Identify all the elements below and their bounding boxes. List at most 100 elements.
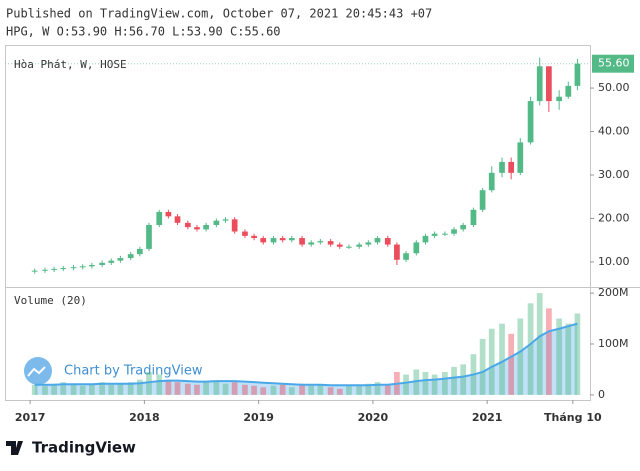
- brand: TradingView: [6, 439, 136, 457]
- symbol-label: Hòa Phát, W, HOSE: [14, 58, 127, 71]
- last-price-box: [592, 54, 634, 73]
- volume-bar: [556, 318, 563, 395]
- candle-body: [279, 238, 286, 241]
- x-tick-label: 2021: [472, 411, 503, 424]
- volume-bar: [165, 379, 172, 395]
- x-tick-label: 2018: [129, 411, 160, 424]
- volume-bar: [117, 383, 124, 395]
- volume-bar: [422, 372, 429, 395]
- candle-body: [174, 216, 181, 223]
- candle-body: [565, 85, 572, 97]
- candle-body: [194, 227, 200, 230]
- volume-bar: [384, 384, 391, 395]
- watermark: Chart by TradingView: [24, 357, 203, 385]
- candle-body: [117, 258, 124, 261]
- x-tick-label: Tháng 10: [544, 411, 602, 424]
- volume-bar: [222, 383, 229, 395]
- candle-body: [288, 238, 295, 241]
- candle-body: [108, 260, 115, 263]
- volume-bar: [374, 382, 381, 395]
- candle-body: [251, 235, 257, 239]
- volume-bar: [479, 338, 486, 395]
- candle-body: [346, 246, 352, 248]
- published-line: Published on TradingView.com, October 07…: [6, 7, 432, 21]
- volume-bar: [203, 382, 209, 395]
- volume-bar: [184, 383, 191, 395]
- volume-bar: [574, 313, 581, 395]
- plot-frame: [5, 45, 591, 401]
- volume-bar: [546, 308, 552, 395]
- candle-body: [422, 235, 429, 243]
- y2-tick-label: 0: [598, 388, 605, 401]
- volume-bar: [213, 380, 220, 395]
- y2-tick-label: 100M: [598, 337, 629, 350]
- candle-body: [374, 238, 381, 243]
- volume-bar: [499, 323, 505, 395]
- candle-body: [88, 265, 95, 267]
- x-tick-label: 2019: [243, 411, 274, 424]
- candle-body: [317, 241, 324, 243]
- volume-bar: [317, 384, 324, 395]
- volume-bar: [365, 383, 372, 395]
- candle-body: [527, 101, 534, 143]
- candle-body: [336, 244, 343, 247]
- volume-bar: [146, 372, 152, 395]
- y-tick-label: 10.00: [598, 255, 630, 268]
- candle-body: [460, 225, 467, 230]
- watermark-icon-line: [27, 366, 46, 377]
- volume-bar: [242, 384, 248, 395]
- volume-bar: [536, 293, 543, 395]
- volume-ma-area: [34, 323, 578, 395]
- candle-body: [365, 242, 372, 245]
- last-price-label: 55.60: [598, 57, 630, 70]
- volume-bar: [488, 328, 495, 395]
- candle-body: [546, 66, 552, 102]
- volume-bar: [527, 303, 534, 395]
- candle-body: [203, 225, 209, 230]
- watermark-text: Chart by TradingView: [64, 364, 203, 379]
- candle-body: [327, 241, 334, 245]
- volume-bar: [356, 384, 363, 395]
- candle-body: [136, 248, 143, 255]
- volume-bar: [336, 388, 343, 395]
- candle-body: [146, 225, 152, 249]
- volume-bar: [174, 382, 181, 395]
- volume-bar: [508, 333, 515, 395]
- candle-body: [31, 270, 38, 272]
- volume-bar: [51, 383, 57, 395]
- candle-body: [127, 254, 134, 259]
- y-tick-label: 50.00: [598, 81, 630, 94]
- candle-body: [574, 63, 581, 86]
- candle-body: [394, 244, 400, 260]
- candle-body: [413, 242, 420, 254]
- candle-body: [470, 209, 477, 225]
- brand-logo: [6, 441, 23, 455]
- candle-body: [70, 267, 77, 269]
- y-tick-label: 20.00: [598, 211, 630, 224]
- volume-bar: [431, 374, 438, 395]
- candle-body: [231, 219, 238, 232]
- volume-bar: [70, 384, 77, 395]
- candle-body: [184, 222, 191, 228]
- y2-tick-label: 200M: [598, 286, 629, 299]
- volume-bar: [42, 385, 48, 395]
- candle-body: [384, 238, 391, 245]
- volume-bar: [565, 323, 572, 395]
- volume-bar: [279, 384, 286, 395]
- volume-bar: [288, 387, 295, 395]
- volume-bar: [299, 383, 305, 395]
- candle-body: [536, 66, 543, 102]
- candle-body: [260, 238, 267, 243]
- candle-body: [431, 233, 438, 236]
- volume-bar: [79, 385, 86, 395]
- x-tick-label: 2017: [15, 411, 46, 424]
- volume-bar: [517, 318, 524, 395]
- candle-body: [242, 231, 248, 236]
- volume-bar: [403, 374, 409, 395]
- candle-body: [356, 244, 363, 247]
- volume-bar: [127, 382, 134, 395]
- volume-bar: [251, 385, 257, 395]
- brand-text: TradingView: [32, 439, 136, 457]
- candle-body: [499, 161, 505, 173]
- volume-bar: [231, 382, 238, 395]
